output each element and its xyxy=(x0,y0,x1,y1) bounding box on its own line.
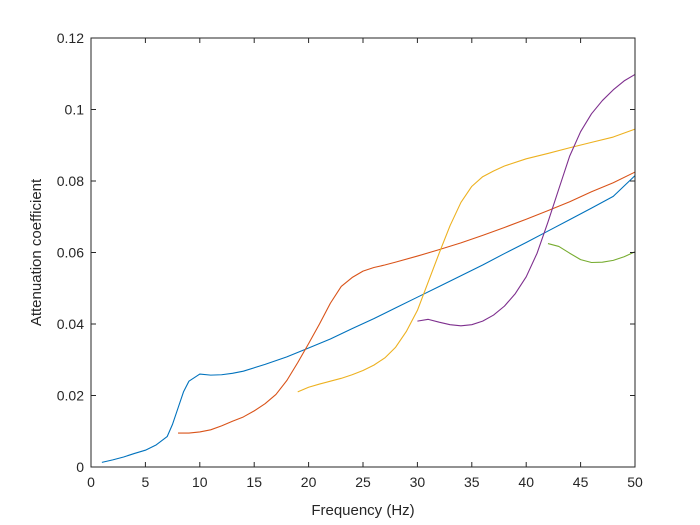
y-tick-label: 0 xyxy=(76,459,84,475)
x-tick-label: 20 xyxy=(301,474,317,490)
plot-area xyxy=(91,38,635,467)
x-tick-label: 10 xyxy=(192,474,208,490)
series-line-4 xyxy=(417,73,636,327)
y-tick-label: 0.12 xyxy=(57,30,84,46)
y-tick-label: 0.08 xyxy=(57,173,84,189)
x-tick-label: 5 xyxy=(142,474,150,490)
y-axis-label: Attenuation coefficient xyxy=(28,178,45,326)
series-line-3 xyxy=(297,128,636,393)
x-axis-label: Frequency (Hz) xyxy=(311,502,414,519)
x-tick-label: 25 xyxy=(355,474,371,490)
x-tick-label: 30 xyxy=(410,474,426,490)
series-layer xyxy=(101,73,636,463)
y-tick-labels: 0 0.02 0.04 0.06 0.08 0.1 0.12 xyxy=(57,30,84,475)
y-tick-label: 0.06 xyxy=(57,245,84,261)
y-tick-label: 0.02 xyxy=(57,388,84,404)
x-tick-labels: 0 5 10 15 20 25 30 35 40 45 50 xyxy=(87,474,643,490)
x-tick-label: 15 xyxy=(246,474,262,490)
x-tick-label: 40 xyxy=(518,474,534,490)
series-line-2 xyxy=(178,171,636,434)
y-tick-label: 0.04 xyxy=(57,316,84,332)
series-line-5 xyxy=(547,243,636,264)
x-tick-label: 45 xyxy=(573,474,589,490)
x-tick-label: 35 xyxy=(464,474,480,490)
x-tick-label: 50 xyxy=(627,474,643,490)
y-tick-label: 0.1 xyxy=(65,102,85,118)
series-line-1 xyxy=(101,175,636,463)
x-tick-label: 0 xyxy=(87,474,95,490)
axes-layer xyxy=(90,37,636,468)
